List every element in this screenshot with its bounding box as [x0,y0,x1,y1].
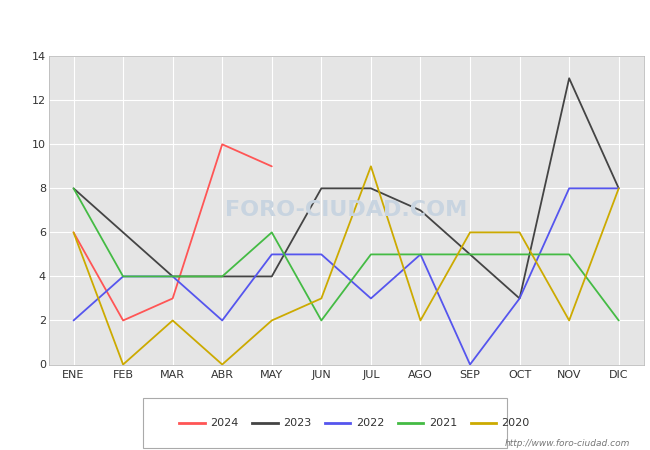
Text: 2024: 2024 [211,418,239,428]
Text: 2022: 2022 [356,418,384,428]
Text: http://www.foro-ciudad.com: http://www.foro-ciudad.com [505,439,630,448]
Text: 2023: 2023 [283,418,311,428]
Text: FORO-CIUDAD.COM: FORO-CIUDAD.COM [225,200,467,220]
Text: 2021: 2021 [429,418,457,428]
Text: 2020: 2020 [502,418,530,428]
Text: Matriculaciones de Vehiculos en Alcalalí: Matriculaciones de Vehiculos en Alcalalí [172,12,478,27]
